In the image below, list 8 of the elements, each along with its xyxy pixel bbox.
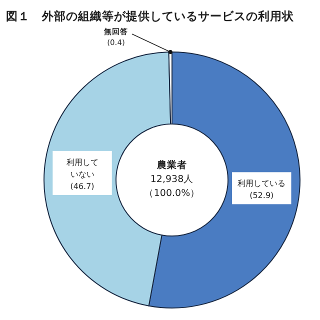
- text: 12,938人: [150, 174, 194, 185]
- slice-label: 利用していない: [66, 158, 98, 179]
- data-label: (52.9): [250, 191, 274, 200]
- text: （100.0%）: [144, 188, 200, 199]
- chart-title: 図１ 外部の組織等が提供しているサービスの利用状: [6, 9, 295, 23]
- data-label: (46.7): [70, 182, 94, 191]
- text: 農業者: [156, 159, 187, 171]
- slice-label: 利用している: [238, 179, 286, 188]
